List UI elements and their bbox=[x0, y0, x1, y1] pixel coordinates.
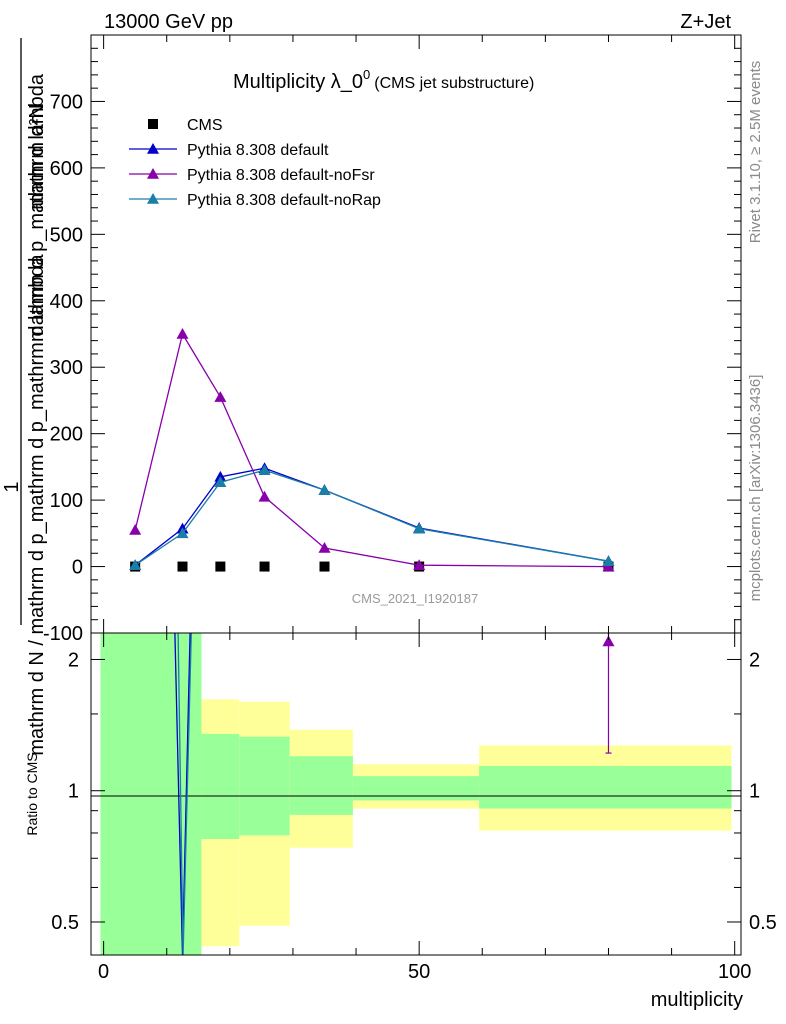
y-tick-label: 400 bbox=[50, 291, 83, 313]
plot-title: Multiplicity λ_00(CMS jet substructure) bbox=[233, 67, 534, 93]
ratio-band-green bbox=[201, 733, 240, 839]
triangle-marker bbox=[147, 168, 159, 179]
y-tick-label: 700 bbox=[50, 91, 83, 113]
triangle-marker bbox=[258, 464, 271, 476]
energy-label: 13000 GeV pp bbox=[104, 11, 233, 33]
ratio-band-green bbox=[289, 756, 353, 815]
triangle-marker bbox=[258, 490, 271, 502]
triangle-marker bbox=[214, 476, 227, 487]
y-tick-label: 600 bbox=[50, 158, 83, 180]
triangle-marker bbox=[413, 522, 426, 534]
ratio-band-green bbox=[239, 736, 290, 836]
ylabel-denominator: mathrm d N / mathrm d p_mathrm d p_mathr… bbox=[26, 253, 48, 755]
y-tick-label: 0 bbox=[72, 557, 83, 579]
y-tick-label: -100 bbox=[43, 623, 83, 645]
legend-label: Pythia 8.308 default-noFsr bbox=[187, 167, 375, 184]
ratio-series-line bbox=[177, 633, 192, 955]
y-tick-label: 300 bbox=[50, 357, 83, 379]
ratio-panel: 0.5 0.5 1 1 2 2 0 50 100 Ratio to CMS multiplic… bbox=[24, 632, 777, 1011]
triangle-marker bbox=[214, 391, 227, 402]
legend-label: Pythia 8.308 default-noRap bbox=[187, 192, 381, 209]
ratio-frame bbox=[90, 632, 742, 956]
legend-swatch-square bbox=[148, 119, 158, 129]
x-tick-label: 0 bbox=[98, 961, 109, 983]
ratio-y-tick-label: 2 bbox=[68, 649, 79, 671]
cms-data-point bbox=[177, 561, 188, 572]
analysis-label: CMS_2021_I1920187 bbox=[352, 591, 479, 606]
ratio-series-line bbox=[174, 633, 191, 955]
ratio-band-green bbox=[479, 765, 732, 809]
triangle-marker bbox=[602, 635, 615, 647]
ratio-y-tick-label: 0.5 bbox=[749, 912, 777, 934]
legend-label: CMS bbox=[187, 117, 223, 134]
x-tick-label: 50 bbox=[408, 961, 430, 983]
triangle-marker bbox=[318, 484, 331, 495]
xlabel: multiplicity bbox=[651, 989, 743, 1011]
triangle-marker bbox=[176, 328, 189, 339]
ylabel-mid: mathrm d p_mathrm d lambda bbox=[26, 73, 48, 342]
ratio-y-tick-label: 0.5 bbox=[51, 912, 79, 934]
main-y-axis: -100 0 100 200 300 400 500 600 700 bbox=[43, 47, 741, 645]
y-tick-label: 500 bbox=[50, 224, 83, 246]
series-line bbox=[134, 469, 609, 566]
ratio-ylabel: Ratio to CMS bbox=[24, 752, 40, 835]
ratio-series bbox=[174, 633, 615, 955]
series-line bbox=[134, 332, 609, 568]
ratio-band-green bbox=[352, 776, 480, 801]
triangle-marker bbox=[147, 193, 159, 204]
main-series bbox=[129, 328, 615, 572]
x-tick-label: 100 bbox=[718, 961, 751, 983]
ratio-x-axis: 0 50 100 bbox=[98, 633, 751, 983]
cms-data-point bbox=[319, 561, 330, 572]
series-line bbox=[134, 467, 609, 566]
ratio-y-tick-label: 1 bbox=[749, 781, 760, 803]
triangle-marker bbox=[602, 555, 615, 567]
triangle-marker bbox=[176, 527, 189, 539]
main-x-axis bbox=[103, 35, 736, 633]
triangle-marker bbox=[318, 541, 331, 553]
mcplots-label: mcplots.cern.ch [arXiv:1306.3436] bbox=[747, 375, 764, 602]
triangle-marker bbox=[129, 524, 142, 535]
legend-label: Pythia 8.308 default bbox=[187, 142, 329, 159]
cms-data-point bbox=[215, 561, 226, 572]
ylabel-numerator: 1 bbox=[1, 481, 23, 492]
triangle-marker bbox=[129, 559, 142, 571]
triangle-marker bbox=[147, 143, 159, 154]
legend: CMS Pythia 8.308 default Pythia 8.308 defa… bbox=[129, 117, 381, 209]
ratio-y-tick-label: 2 bbox=[749, 649, 760, 671]
ylabel-top: mathrm d²N bbox=[26, 104, 48, 210]
main-panel: -100 0 100 200 300 400 500 600 700 Multiplicity … bbox=[1, 34, 742, 756]
cms-data-point bbox=[259, 561, 270, 572]
y-tick-label: 200 bbox=[50, 424, 83, 446]
ratio-bands bbox=[100, 633, 732, 955]
y-tick-label: 100 bbox=[50, 490, 83, 512]
process-label: Z+Jet bbox=[680, 11, 731, 33]
ratio-y-tick-label: 1 bbox=[68, 781, 79, 803]
triangle-marker bbox=[413, 559, 426, 571]
ratio-y-axis: 0.5 0.5 1 1 2 2 bbox=[51, 649, 777, 934]
rivet-label: Rivet 3.1.10, ≥ 2.5M events bbox=[747, 61, 764, 244]
